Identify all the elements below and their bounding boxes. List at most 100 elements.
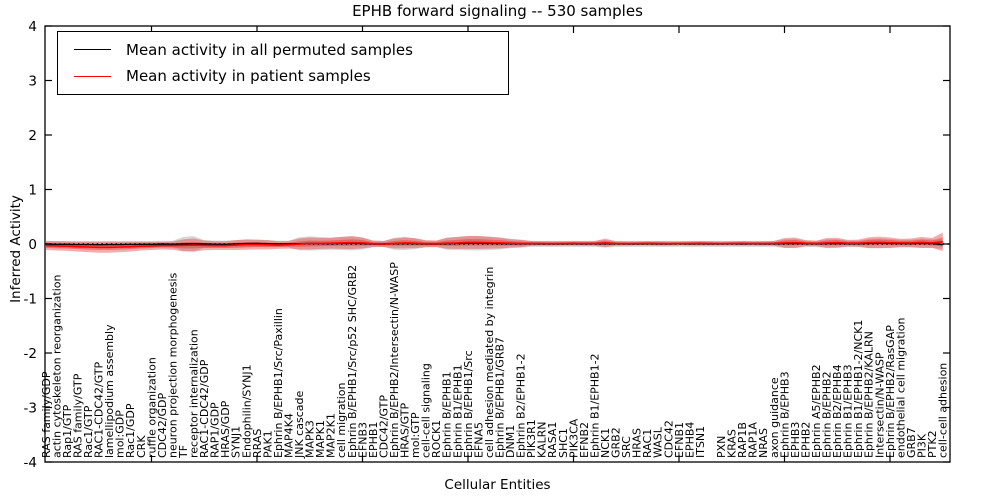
- x-entity-label: actin cytoskeleton reorganization: [50, 274, 63, 458]
- x-entity-label: RRAS: [251, 429, 264, 458]
- x-entity-label: lamellipodium assembly: [103, 324, 116, 458]
- x-entity-label: EPHB2: [799, 422, 812, 458]
- x-entity-label: RAP1B: [736, 422, 749, 458]
- x-entity-label: RAS family/GDP: [40, 371, 53, 458]
- x-entity-label: Ephrin B1/EPHB1: [451, 364, 464, 458]
- x-entity-label: MAP4K4: [282, 413, 295, 458]
- x-entity-label: axon guidance: [768, 377, 781, 458]
- y-tick-label: 2: [28, 128, 37, 144]
- legend-line-patient-icon: [74, 75, 111, 77]
- x-entity-label: RAS family/GTP: [71, 373, 84, 458]
- y-tick-label: 0: [28, 237, 37, 253]
- x-entity-label: EFNB1: [673, 422, 686, 458]
- x-entity-label: KALRN: [536, 421, 549, 458]
- x-entity-label: PAK1: [261, 430, 274, 458]
- x-entity-label: ITSN1: [694, 426, 707, 458]
- x-entity-label: CDC42/GTP: [377, 395, 390, 458]
- x-entity-label: Ephrin B1/EPHB3: [842, 364, 855, 458]
- x-entity-label: Ephrin B/EPHB2/RasGAP: [884, 325, 897, 458]
- x-entity-label: RAC1-CDC42/GTP: [93, 361, 106, 458]
- x-axis-title: Cellular Entities: [444, 477, 551, 493]
- x-entity-label: PIK3CA: [567, 418, 580, 458]
- x-entity-label: EFNB2: [578, 422, 591, 458]
- x-entity-label: EFNA5: [472, 422, 485, 458]
- x-entity-label: Ephrin B2/EPHB1-2: [515, 353, 528, 458]
- x-entity-label: Ephrin B1/EPHB1-2: [588, 353, 601, 458]
- x-entity-label: PI3K: [915, 433, 928, 458]
- x-entity-label: CRK: [135, 435, 148, 458]
- y-tick-label: -3: [24, 400, 37, 416]
- x-entity-label: MAPK1: [314, 420, 327, 458]
- y-tick-label: -2: [24, 346, 37, 362]
- x-entity-label: NRAS: [757, 428, 770, 458]
- x-entity-label: cell-cell signaling: [420, 363, 433, 458]
- x-entity-label: RASA1: [546, 422, 559, 458]
- x-entity-label: CDC42: [662, 420, 675, 458]
- x-entity-label: PIK3R1: [525, 419, 538, 458]
- y-tick-label: 1: [28, 182, 37, 198]
- x-entity-label: HRAS/GDP: [219, 400, 232, 458]
- x-entity-label: Ephrin A5/EPHB2: [810, 364, 823, 458]
- patient-mean-line: [45, 241, 943, 249]
- y-tick-label: 3: [28, 73, 37, 89]
- x-entity-label: EPHB1: [367, 422, 380, 458]
- x-entity-label: DNM1: [504, 425, 517, 458]
- x-entity-label: RAC1: [641, 429, 654, 458]
- legend: Mean activity in all permuted samples Me…: [57, 31, 509, 95]
- x-entity-label: Ephrin B/EPHB1/Src/p52 SHC/GRB2: [346, 265, 359, 458]
- legend-item-patient: Mean activity in patient samples: [58, 67, 508, 85]
- x-entity-label: SYNJ1: [230, 426, 243, 458]
- x-entity-label: KRAS: [726, 429, 739, 458]
- x-entity-label: Ephrin B/EPHB2: [821, 371, 834, 458]
- x-entity-label: ROCK1: [430, 420, 443, 458]
- x-entity-label: Rac1/GDP: [124, 403, 137, 458]
- x-entity-label: GRB2: [610, 427, 623, 458]
- x-entity-label: Ephrin B/EPHB2/KALRN: [863, 331, 876, 458]
- x-entity-label: PTK2: [926, 430, 939, 458]
- x-entity-label: HRAS/GTP: [399, 402, 412, 458]
- legend-item-permuted: Mean activity in all permuted samples: [58, 41, 508, 59]
- x-entity-label: SRC: [620, 436, 633, 458]
- y-tick-label: -1: [24, 291, 37, 307]
- legend-label-permuted: Mean activity in all permuted samples: [126, 40, 413, 59]
- x-entity-label: EPHB4: [683, 422, 696, 458]
- x-entity-label: endothelial cell migration: [894, 318, 907, 458]
- x-entity-label: Intersectin/N-WASP: [873, 352, 886, 458]
- x-entity-label: NCK1: [599, 428, 612, 458]
- x-entity-label: HRAS: [631, 428, 644, 458]
- x-entity-label: Ephrin B/EPHB2/Intersectin/N-WASP: [388, 262, 401, 458]
- legend-line-permuted-icon: [74, 49, 111, 51]
- x-entity-label: cell migration: [335, 382, 348, 458]
- x-entity-label: Ephrin B/EPHB1/Src/Paxillin: [272, 308, 285, 458]
- x-entity-label: Ephrin B/EPHB1/Src: [462, 350, 475, 458]
- x-entity-label: JNK cascade: [293, 391, 306, 459]
- x-entity-label: receptor internalization: [188, 329, 201, 458]
- x-entity-label: cell-cell adhesion: [937, 363, 950, 458]
- x-entity-label: MAPK3: [304, 420, 317, 458]
- x-entity-label: TF: [177, 445, 190, 459]
- x-entity-label: MAP2K1: [325, 413, 338, 458]
- x-entity-label: neuron projection morphogenesis: [166, 272, 179, 458]
- x-entity-label: Ephrin B1/EPHB1-2/NCK1: [852, 320, 865, 458]
- x-entity-label: ruffle organization: [145, 357, 158, 458]
- x-entity-label: mol:GDP: [114, 410, 127, 458]
- x-entity-label: RAP1/GDP: [209, 402, 222, 458]
- x-entity-label: GRB7: [905, 427, 918, 458]
- legend-label-patient: Mean activity in patient samples: [126, 67, 371, 86]
- x-entity-label: Ephrin B/EPHB1: [441, 371, 454, 458]
- x-entity-label: WASL: [652, 426, 665, 458]
- y-tick-label: 4: [28, 19, 37, 35]
- x-entity-label: CDC42/GDP: [156, 392, 169, 458]
- x-entity-label: cell adhesion mediated by integrin: [483, 267, 496, 458]
- y-axis-title: Inferred Activity: [8, 195, 24, 303]
- x-entity-label: Ephrin B/EPHB3: [778, 371, 791, 458]
- x-entity-label: Rap1/GTP: [61, 404, 74, 458]
- x-entity-label: Ephrin B2/EPHB4: [831, 364, 844, 458]
- x-entity-label: EPHB3: [789, 422, 802, 458]
- chart-title: EPHB forward signaling -- 530 samples: [352, 2, 643, 20]
- x-entity-label: RAC1-CDC42/GDP: [198, 359, 211, 458]
- x-entity-label: Endophilin/SYNJ1: [240, 364, 253, 458]
- y-tick-label: -4: [24, 455, 37, 471]
- x-entity-label: RAP1A: [747, 422, 760, 458]
- x-entity-label: Rac1/GTP: [82, 405, 95, 458]
